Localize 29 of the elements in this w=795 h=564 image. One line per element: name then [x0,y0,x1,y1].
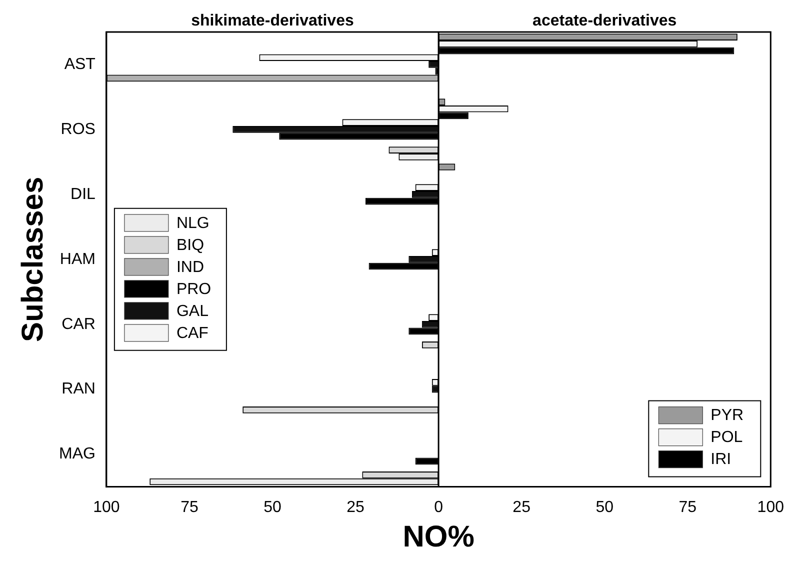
legend-label: BIQ [176,236,204,254]
x-tick-label: 25 [346,498,365,516]
x-tick-label: 100 [757,498,784,516]
text: acetate-derivatives [532,12,677,30]
legend-label: CAF [176,324,209,342]
y-tick-label: HAM [60,250,96,268]
y-tick-label: RAN [62,380,96,398]
y-tick-label: CAR [62,316,96,333]
legend-label: IND [176,258,204,276]
x-tick-label: 50 [596,498,614,516]
legend-label: GAL [176,302,209,320]
x-tick-label: 25 [512,498,531,516]
y-tick-label: AST [64,56,96,73]
y-tick-label: MAG [58,446,96,463]
y-axis-title: Subclasses [16,176,50,342]
text: shikimate-derivatives [191,12,354,30]
legend-label: PYR [710,407,744,424]
x-tick-label: 75 [678,498,697,516]
x-tick-label: 75 [180,498,198,516]
legend-label: IRI [710,451,732,468]
x-tick-label: 100 [93,498,120,516]
legend-label: NLG [176,214,210,232]
legend-label: PRO [176,280,212,298]
y-tick-label: ROS [60,120,96,138]
x-tick-label: 0 [434,498,444,516]
legend-label: POL [710,429,743,446]
x-tick-label: 50 [264,498,282,516]
x-axis-title: NO% [402,520,474,554]
y-tick-label: DIL [70,186,96,203]
